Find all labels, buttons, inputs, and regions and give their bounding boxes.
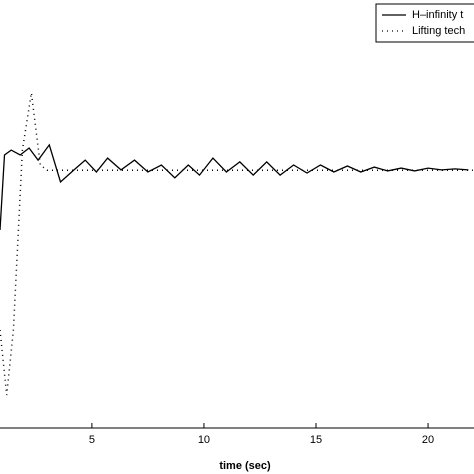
x-tick-label: 10	[198, 434, 210, 446]
legend-label: Lifting tech	[412, 25, 465, 37]
x-tick-label: 15	[310, 434, 322, 446]
line-series	[0, 143, 469, 231]
x-tick-label: 20	[422, 434, 434, 446]
x-axis-label: time (sec)	[219, 460, 271, 472]
line-series	[0, 92, 473, 396]
legend-label: H–infinity t	[412, 9, 463, 21]
legend-box	[375, 3, 474, 43]
x-tick-label: 5	[89, 434, 95, 446]
